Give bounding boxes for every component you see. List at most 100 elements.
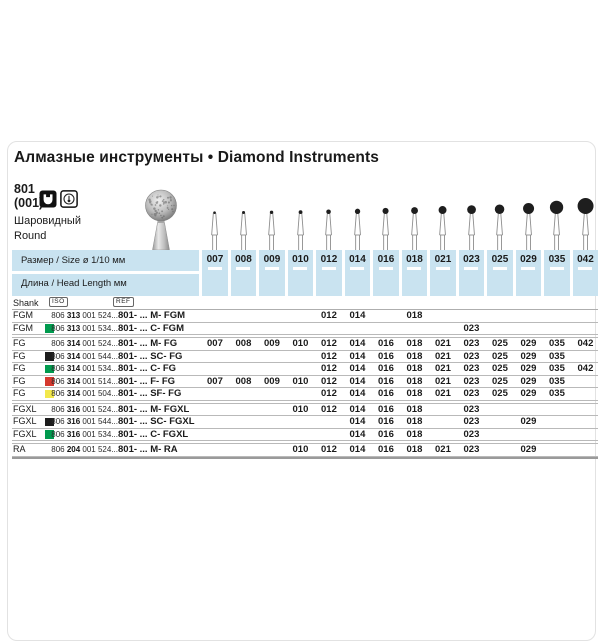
iso-number: 806 313 001 524... (51, 311, 118, 320)
shape-name-ru: Шаровидный (14, 215, 81, 227)
size-cell: 029 (520, 363, 537, 374)
size-cell: 025 (492, 375, 508, 387)
ref-number: 801- ... SC- FG (118, 350, 183, 362)
shank-label: FGM (13, 310, 33, 320)
size-cell: 016 (378, 403, 394, 415)
size-cell: 012 (321, 444, 337, 455)
row-left-block: FG 806 314 001 524... 801- ... M- FG (12, 338, 199, 350)
size-cell: 014 (349, 388, 366, 399)
size-value: 029 (520, 254, 537, 265)
size-cell: 007 (207, 338, 223, 349)
size-cell: 029 (520, 416, 537, 427)
row-left-block: FGM 806 313 001 524... 801- ... M- FGM (12, 310, 199, 322)
size-cell: 010 (292, 375, 309, 387)
size-cell: 021 (435, 388, 451, 399)
size-cell: 014 (349, 350, 366, 362)
size-cell: 035 (549, 388, 565, 399)
availability-table: Shank ISO REF FGM 806 313 001 524... 801… (12, 297, 598, 459)
size-cell: 029 (520, 388, 537, 399)
size-underline (350, 267, 365, 270)
size-cell: 010 (292, 338, 309, 349)
size-cell: 007 (207, 375, 223, 387)
size-cell: 023 (463, 444, 480, 455)
size-cell: 018 (406, 363, 423, 374)
bur-size-illustration (544, 188, 569, 250)
shank-header: Shank (13, 298, 39, 308)
size-box: 012 (316, 250, 342, 296)
length-label: Длина / Head Length мм (21, 278, 127, 289)
size-value: 009 (263, 254, 281, 265)
size-cell: 008 (235, 375, 252, 387)
size-cell: 025 (492, 388, 508, 399)
size-cell: 018 (406, 375, 423, 387)
size-box: 014 (344, 250, 370, 296)
size-value: 012 (320, 254, 338, 265)
bur-size-illustration (430, 188, 455, 250)
size-cell: 016 (378, 363, 394, 374)
size-cell: 016 (378, 350, 394, 362)
size-cell: 014 (349, 428, 366, 440)
table-row: FGM 806 313 001 534... 801- ... C- FGM 0… (12, 322, 598, 335)
ref-number: 801- ... M- FGM (118, 310, 186, 321)
size-cell: 021 (435, 363, 451, 374)
size-underline (464, 267, 479, 270)
size-cell: 023 (463, 375, 480, 387)
shank-label: FGXL (13, 416, 37, 426)
iso-number: 806 314 001 544... (51, 351, 118, 361)
size-cell: 008 (235, 338, 252, 349)
ref-header-badge: REF (113, 297, 134, 307)
size-cell: 014 (349, 416, 366, 427)
row-left-block: FG 806 314 001 514... 801- ... F- FG (12, 376, 199, 388)
shank-label: FG (13, 338, 26, 348)
size-cell: 029 (520, 350, 537, 362)
size-cell: 042 (577, 363, 594, 374)
grit-color-swatch (45, 430, 54, 439)
bur-size-illustration (573, 188, 598, 250)
size-box: 018 (401, 250, 427, 296)
iso-number: 806 313 001 534... (51, 323, 118, 333)
table-row: FG 806 314 001 534... 801- ... C- FG 012… (12, 363, 598, 376)
bur-size-illustration (459, 188, 484, 250)
size-header-band: Размер / Size ø 1/10 мм Длина / Head Len… (12, 250, 598, 296)
bur-illustration-spacer (12, 188, 199, 250)
size-underline (378, 267, 393, 270)
size-box: 035 (544, 250, 570, 296)
table-row: FGXL 806 316 001 524... 801- ... M- FGXL… (12, 402, 598, 416)
size-value: 021 (434, 254, 452, 265)
table-row: FG 806 314 001 524... 801- ... M- FG 007… (12, 337, 598, 351)
size-cell: 014 (349, 363, 366, 374)
size-cell: 035 (549, 363, 565, 374)
bur-size-illustration (316, 188, 341, 250)
size-underline (407, 267, 422, 270)
ref-number: 801- ... M- RA (118, 444, 178, 455)
size-cell: 025 (492, 350, 508, 362)
bur-size-illustration (259, 188, 284, 250)
size-underline (264, 267, 279, 270)
size-box: 023 (458, 250, 484, 296)
size-box: 016 (373, 250, 399, 296)
size-cell: 009 (264, 375, 280, 387)
row-left-block: FG 806 314 001 544... 801- ... SC- FG (12, 351, 199, 363)
size-cell: 014 (349, 444, 366, 455)
ref-number: 801- ... M- FGXL (118, 403, 190, 415)
size-cell: 023 (463, 322, 480, 334)
size-cell: 016 (378, 388, 394, 399)
size-box: 021 (430, 250, 456, 296)
size-underline (492, 267, 507, 270)
size-cell: 023 (463, 416, 480, 427)
bur-size-illustration (202, 188, 227, 250)
iso-number: 806 316 001 534... (51, 429, 118, 439)
size-cell: 016 (378, 338, 394, 349)
ref-number: 801- ... SF- FG (118, 388, 182, 399)
size-cell: 035 (549, 350, 565, 362)
size-box: 007 (202, 250, 228, 296)
size-cell: 012 (321, 388, 337, 399)
catalog-page: Алмазные инструменты • Diamond Instrumen… (7, 141, 598, 641)
size-cell: 021 (435, 338, 451, 349)
size-cell: 016 (378, 428, 394, 440)
size-cell: 023 (463, 363, 480, 374)
shank-label: FGXL (13, 403, 37, 414)
size-cell: 023 (463, 350, 480, 362)
size-value: 008 (235, 254, 252, 265)
size-cell: 029 (520, 338, 537, 349)
